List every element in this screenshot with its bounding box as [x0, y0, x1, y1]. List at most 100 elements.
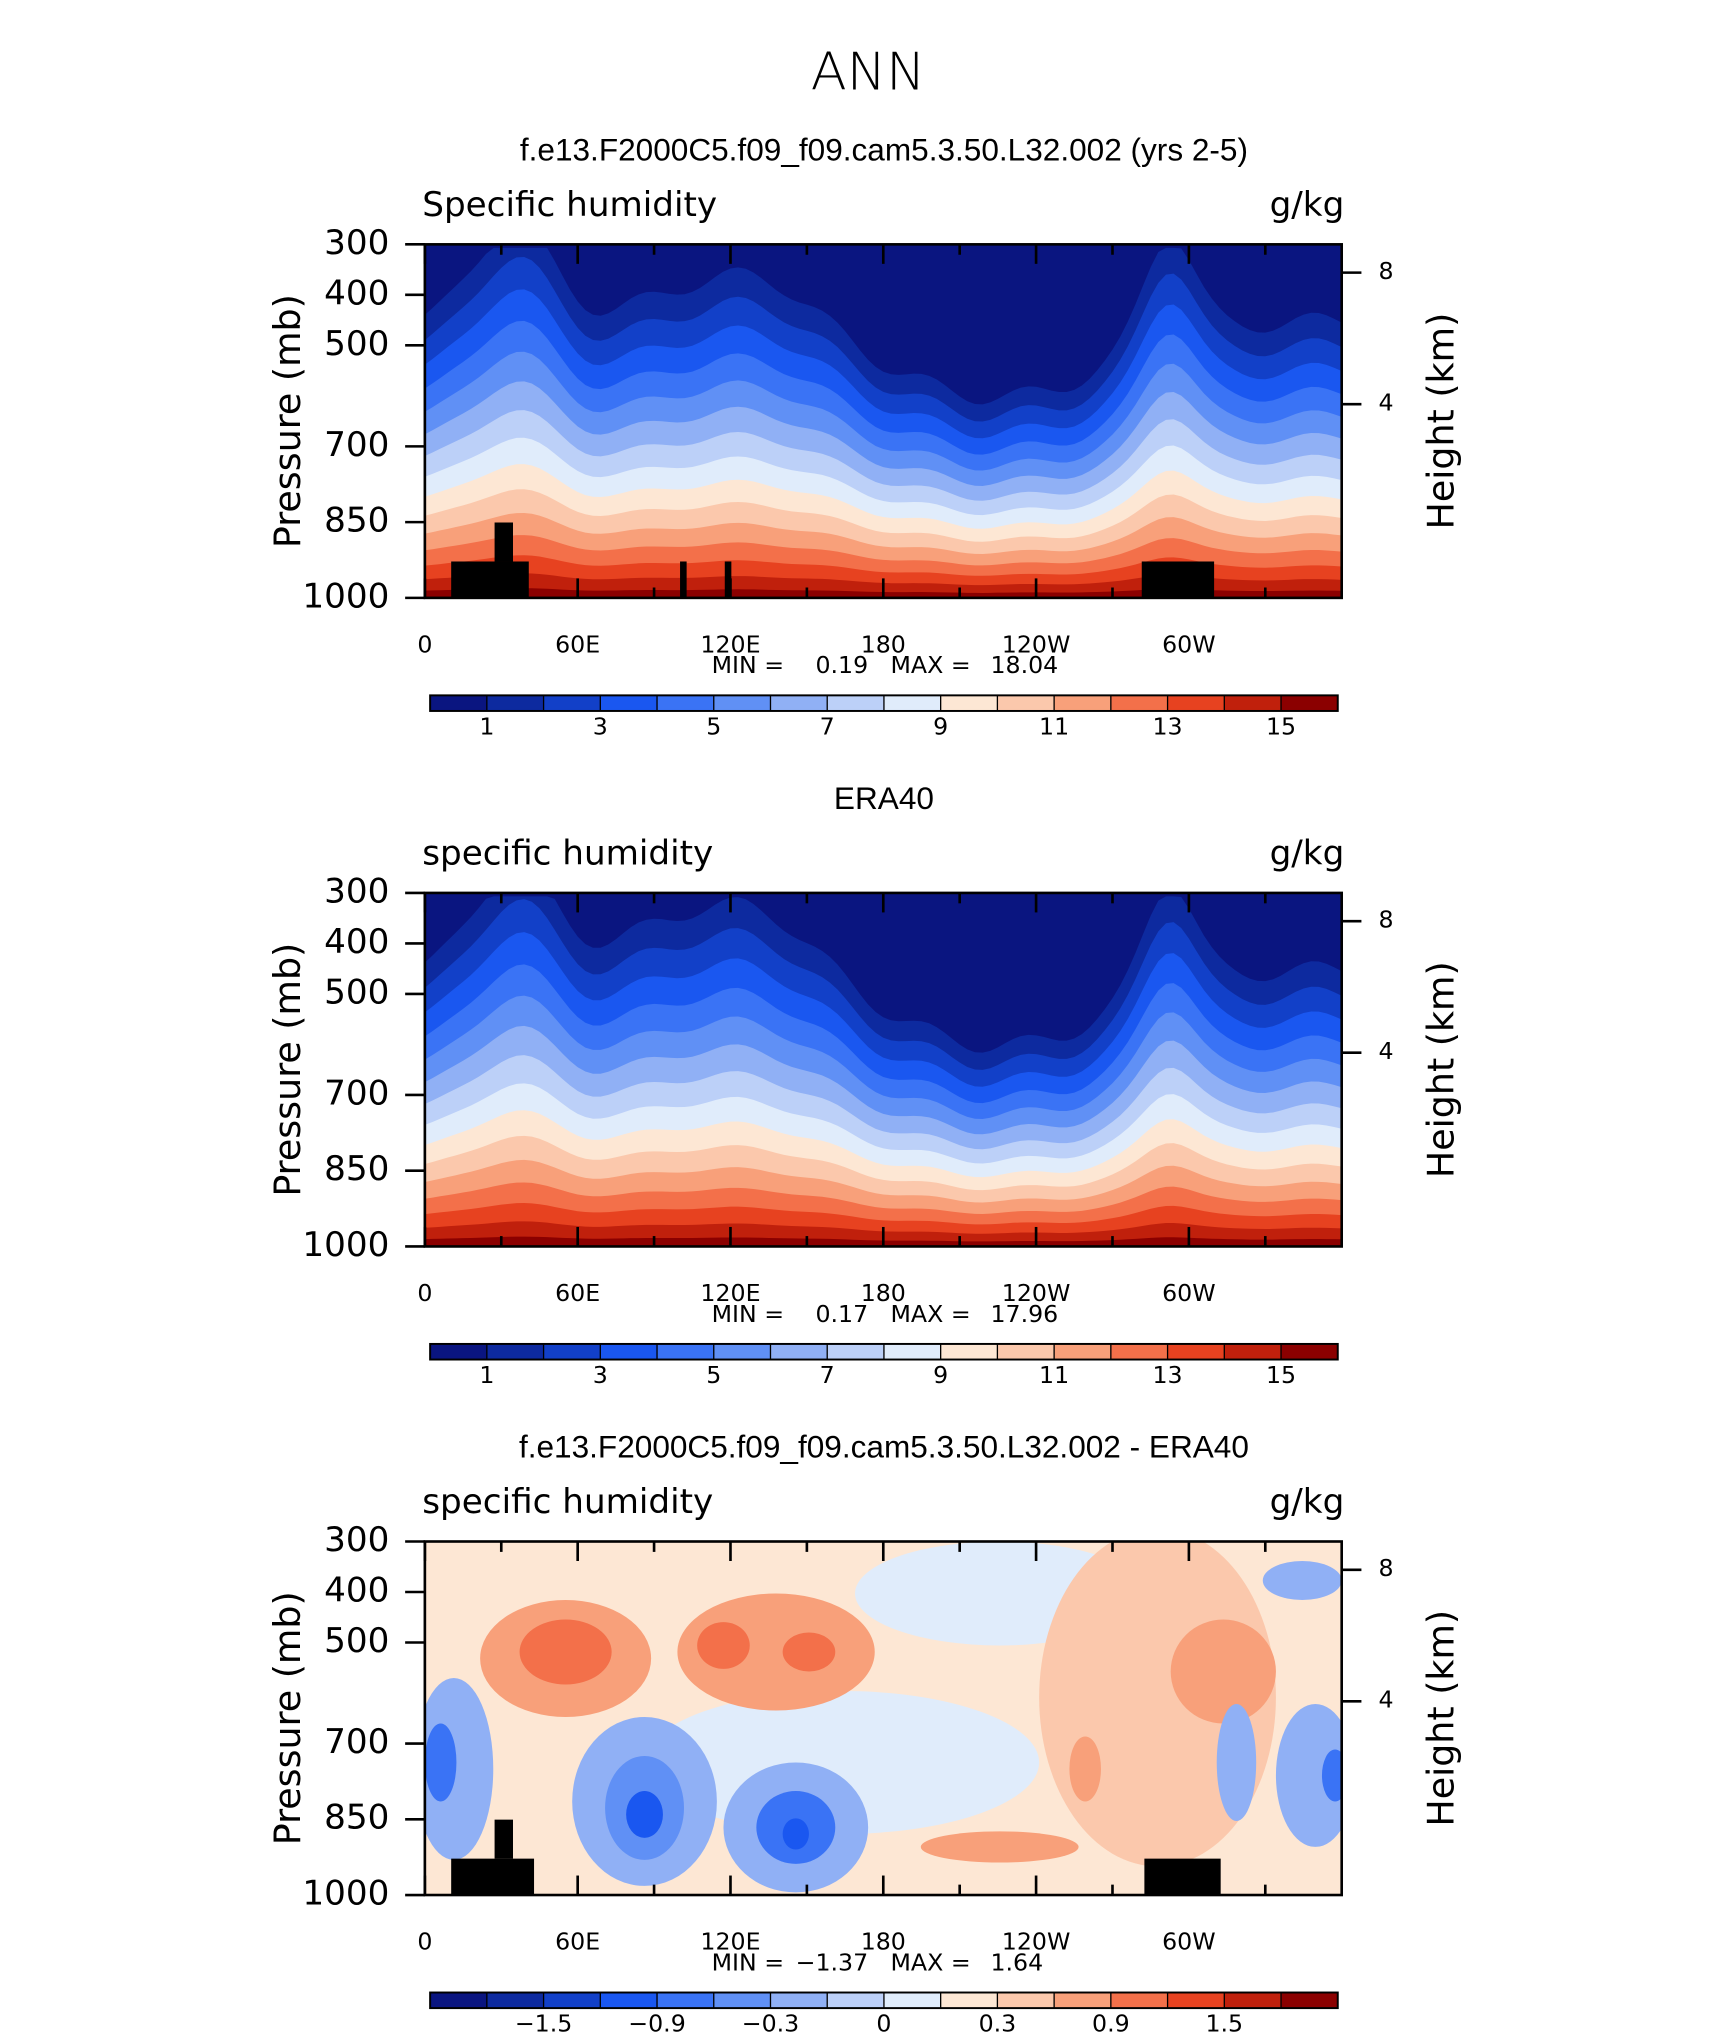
colorbar-label: −1.5: [515, 2010, 572, 2038]
x-tick-label: 0: [417, 1279, 432, 1307]
colorbar-label: 9: [933, 1361, 948, 1389]
colorbar-box: [657, 695, 714, 711]
colorbar-box: [1281, 1992, 1338, 2009]
min-value: 0.19: [815, 651, 868, 679]
colorbar-box: [770, 1992, 828, 2009]
y2-tick-label: 4: [1379, 1686, 1394, 1714]
x-tick-label: 60W: [1162, 1928, 1216, 1956]
colorbar-box: [1054, 695, 1111, 711]
y-tick-label: 700: [324, 1074, 389, 1114]
panel-title: f.e13.F2000C5.f09_f09.cam5.3.50.L32.002 …: [520, 132, 1248, 167]
y-tick-label: 1000: [302, 577, 389, 617]
max-value: 17.96: [990, 1300, 1058, 1328]
panel-title: f.e13.F2000C5.f09_f09.cam5.3.50.L32.002 …: [519, 1430, 1249, 1465]
colorbar-box: [883, 1992, 941, 2009]
y2-tick-label: 4: [1379, 1037, 1394, 1065]
colorbar-box: [600, 695, 658, 711]
colorbar-box: [600, 1992, 658, 2009]
max-value: 1.64: [990, 1949, 1043, 1977]
y2-axis-label: Height (km): [1419, 1610, 1462, 1827]
units-label: g/kg: [1270, 1482, 1345, 1522]
contour-blob: [424, 1723, 457, 1802]
x-tick-label: 60E: [555, 1279, 600, 1307]
colorbar-box: [713, 1992, 771, 2009]
colorbar-label: 0.9: [1092, 2010, 1130, 2038]
colorbar-label: 15: [1266, 1361, 1296, 1389]
colorbar-label: 11: [1039, 712, 1069, 740]
colorbar-label: 7: [820, 1361, 835, 1389]
y-tick-label: 400: [324, 273, 389, 313]
colorbar-box: [600, 1343, 658, 1360]
variable-label: specific humidity: [422, 834, 713, 874]
colorbar-box: [883, 695, 941, 711]
min-value: 0.17: [815, 1300, 868, 1328]
contour-blob: [1216, 1703, 1257, 1821]
colorbar-box: [543, 695, 601, 711]
y-tick-label: 400: [324, 922, 389, 962]
min-label: MIN =: [712, 1949, 784, 1977]
colorbar-label: 11: [1039, 1361, 1069, 1389]
colorbar-box: [1110, 695, 1168, 711]
colorbar-box: [1224, 1992, 1282, 2009]
colorbar-box: [1281, 695, 1338, 711]
contour-blob: [1262, 1560, 1342, 1600]
colorbar-frame: [429, 1991, 1339, 2010]
y-axis-label: Pressure (mb): [266, 943, 309, 1197]
x-tick-label: 120E: [700, 631, 760, 659]
min-label: MIN =: [712, 651, 784, 679]
y-tick-label: 850: [324, 501, 389, 541]
colorbar-box: [430, 1343, 487, 1360]
colorbar-label: 9: [933, 712, 948, 740]
y-tick-label: 500: [324, 324, 389, 364]
colorbar-box: [713, 1343, 771, 1360]
colorbar-box: [657, 1343, 714, 1360]
colorbar-box: [543, 1992, 601, 2009]
y-axis-label: Pressure (mb): [266, 1591, 309, 1845]
y-tick-label: 300: [324, 872, 389, 912]
topography: [451, 561, 529, 598]
y-tick-label: 500: [324, 973, 389, 1013]
y-tick-label: 1000: [302, 1225, 389, 1265]
colorbar-box: [1224, 695, 1282, 711]
topography: [494, 1819, 513, 1859]
colorbar-label: 3: [593, 1361, 608, 1389]
y-tick-label: 850: [324, 1798, 389, 1838]
colorbar-box: [940, 1343, 998, 1360]
colorbar-box: [486, 1992, 544, 2009]
panel-title: ERA40: [834, 781, 934, 816]
topography: [680, 561, 687, 598]
colorbar-box: [1167, 695, 1225, 711]
colorbar-label: 15: [1266, 712, 1296, 740]
colorbar-box: [1054, 1343, 1111, 1360]
y-tick-label: 300: [324, 223, 389, 263]
colorbar-box: [940, 1992, 998, 2009]
y-tick-label: 300: [324, 1520, 389, 1560]
colorbar-label: 1.5: [1205, 2010, 1243, 2038]
x-tick-label: 180: [861, 1928, 906, 1956]
topography: [1141, 561, 1215, 598]
colorbar-label: 1: [479, 712, 494, 740]
y-tick-label: 400: [324, 1571, 389, 1611]
colorbar-frame: [429, 1342, 1339, 1361]
y2-axis-label: Height (km): [1419, 961, 1462, 1178]
colorbar-box: [770, 695, 828, 711]
x-tick-label: 0: [417, 1928, 432, 1956]
contour-blob: [1275, 1703, 1342, 1847]
variable-label: specific humidity: [422, 1482, 713, 1522]
colorbar-box: [1054, 1992, 1111, 2009]
x-tick-label: 120W: [1002, 631, 1071, 659]
topography: [724, 561, 732, 598]
colorbar-box: [713, 695, 771, 711]
max-value: 18.04: [990, 651, 1058, 679]
colorbar-box: [486, 695, 544, 711]
colorbar-box: [1110, 1343, 1168, 1360]
colorbar-label: −0.9: [628, 2010, 685, 2038]
colorbar-box: [770, 1343, 828, 1360]
y-tick-label: 700: [324, 425, 389, 465]
colorbar-box: [827, 1992, 884, 2009]
min-value: −1.37: [796, 1949, 869, 1977]
y-axis-label: Pressure (mb): [266, 294, 309, 548]
y2-axis-label: Height (km): [1419, 313, 1462, 530]
colorbar-box: [543, 1343, 601, 1360]
